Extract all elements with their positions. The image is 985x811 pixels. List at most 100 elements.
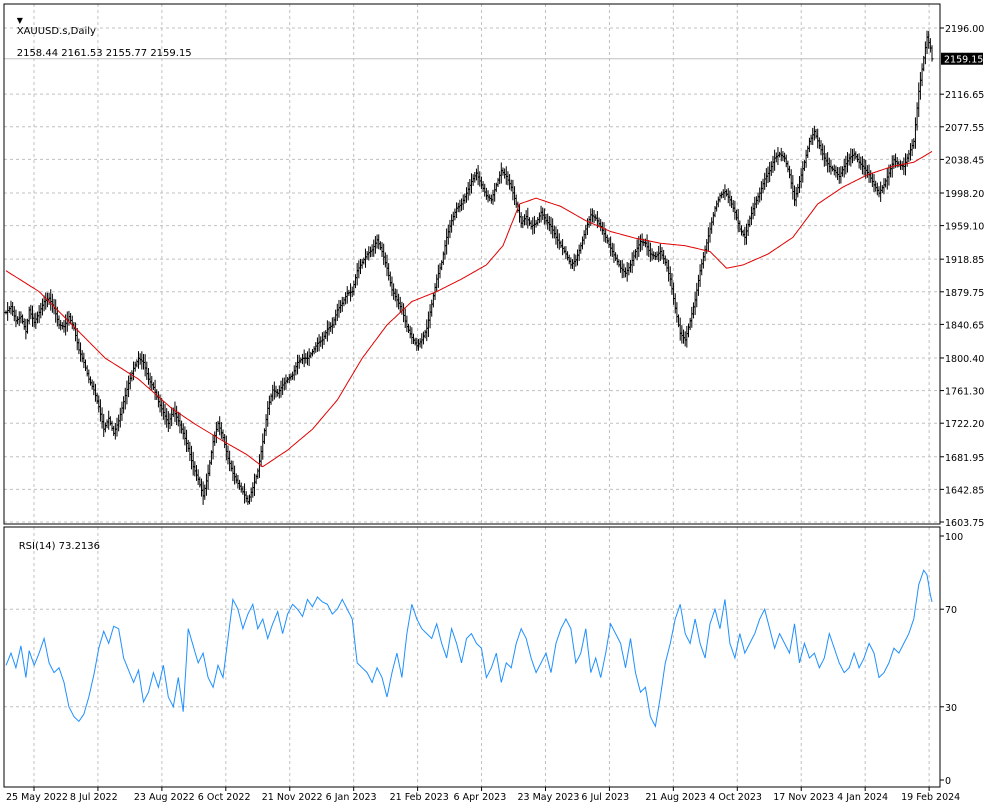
ohlc-bar <box>310 349 314 357</box>
ohlc-bar <box>619 260 623 273</box>
last-price-tag-label: 2159.15 <box>944 55 983 66</box>
ohlc-bar <box>910 139 914 157</box>
ohlc-bar <box>695 282 699 308</box>
ohlc-bar <box>450 214 454 233</box>
ohlc-bar <box>204 473 208 496</box>
ohlc-bar <box>496 177 500 188</box>
ohlc-bar <box>108 416 112 426</box>
ohlc-bar <box>880 185 884 193</box>
ohlc-bar <box>479 176 483 190</box>
date-tick-label: 6 Apr 2023 <box>454 792 507 803</box>
ohlc-bar <box>700 259 704 276</box>
ohlc-bar <box>877 186 881 198</box>
ohlc-bar <box>590 208 594 223</box>
ohlc-bar <box>57 315 61 329</box>
ohlc-bar <box>335 303 339 322</box>
price-tick-label: 2038.45 <box>945 155 984 166</box>
ohlc-bar <box>804 149 808 168</box>
ohlc-bar <box>473 171 477 183</box>
rsi-layer <box>5 569 933 728</box>
ohlc-bar <box>769 161 773 176</box>
ohlc-bar <box>841 166 845 177</box>
ohlc-bar <box>494 182 498 192</box>
ohlc-bar <box>557 233 561 250</box>
ohlc-bar <box>446 224 450 245</box>
ohlc-bar <box>842 158 846 178</box>
ohlc-bar <box>239 482 243 493</box>
rsi-panel-frame <box>3 526 941 788</box>
ohlc-bar <box>203 484 207 500</box>
ohlc-bar <box>236 474 240 489</box>
ohlc-bar <box>214 421 218 444</box>
ohlc-bar <box>334 309 338 326</box>
axis-labels: 2196.00 2116.65 2077.55 2038.45 1998.20 1959.… <box>6 24 984 803</box>
ohlc-bar <box>594 214 598 221</box>
ohlc-bar <box>352 280 356 296</box>
ohlc-bar <box>287 373 291 384</box>
ohlc-bar <box>400 301 404 315</box>
rsi-tick-label: 30 <box>945 703 957 714</box>
ohlc-bar <box>393 288 397 302</box>
price-tick-label: 1800.40 <box>945 354 984 365</box>
ohlc-bar <box>388 271 392 287</box>
ohlc-bar <box>420 333 424 349</box>
ohlc-bar <box>340 296 344 312</box>
price-tick-label: 1642.85 <box>945 485 984 496</box>
ohlc-bar <box>927 31 931 49</box>
ohlc-bar <box>115 417 119 437</box>
ohlc-bar <box>696 274 700 296</box>
ohlc-bar <box>358 259 362 275</box>
ohlc-bar <box>329 322 333 332</box>
ohlc-bar <box>852 148 856 161</box>
ohlc-bar <box>629 260 633 273</box>
ohlc-bar <box>529 220 533 230</box>
ohlc-bar <box>40 298 44 316</box>
date-tick-label: 23 Aug 2022 <box>134 792 195 803</box>
ohlc-bar <box>143 354 147 377</box>
ohlc-bar <box>380 242 384 258</box>
ohlc-bar <box>559 240 563 249</box>
chart-menu-arrow-icon[interactable]: ▼ <box>16 16 23 25</box>
ohlc-bar <box>839 166 843 184</box>
ohlc-bar <box>483 183 487 197</box>
ohlc-bar <box>788 165 792 179</box>
ohlc-bar <box>551 218 555 239</box>
ohlc-bar <box>112 425 116 436</box>
ohlc-bar <box>354 274 358 289</box>
ohlc-bar <box>188 441 192 462</box>
ohlc-bar <box>6 302 10 321</box>
ohlc-bar <box>744 223 748 245</box>
ohlc-bar <box>834 165 838 178</box>
ohlc-bar <box>251 482 255 498</box>
ohlc-bar <box>627 262 631 276</box>
ohlc-bar <box>508 174 512 190</box>
ohlc-bar <box>489 194 493 204</box>
ohlc-bar <box>330 317 334 334</box>
ohlc-bar <box>576 249 580 266</box>
ohlc-bar <box>291 371 295 380</box>
ohlc-bar <box>339 300 343 314</box>
ohlc-bar <box>809 134 813 145</box>
ohlc-bar <box>552 225 556 239</box>
ohlc-bar <box>257 454 261 478</box>
ohlc-bar <box>617 259 621 268</box>
ohlc-bar <box>344 292 348 305</box>
ohlc-bar <box>822 145 826 167</box>
ohlc-bar <box>267 395 271 416</box>
ohlc-bar <box>456 202 460 213</box>
ohlc-bar <box>153 379 157 400</box>
ohlc-bar <box>146 367 150 385</box>
ohlc-bar <box>229 460 233 472</box>
ohlc-bar <box>77 338 81 355</box>
ohlc-bar <box>582 230 586 245</box>
ohlc-bar <box>397 293 401 310</box>
price-tick-label: 1959.10 <box>945 222 984 233</box>
ohlc-bar <box>521 216 525 229</box>
ohlc-bar <box>605 234 609 244</box>
ohlc-bar <box>527 217 531 226</box>
ohlc-bar <box>269 393 273 405</box>
price-tick-label: 2116.65 <box>945 90 984 101</box>
ohlc-bar <box>455 202 459 219</box>
ohlc-bar <box>768 161 772 183</box>
ohlc-bar <box>175 405 179 426</box>
